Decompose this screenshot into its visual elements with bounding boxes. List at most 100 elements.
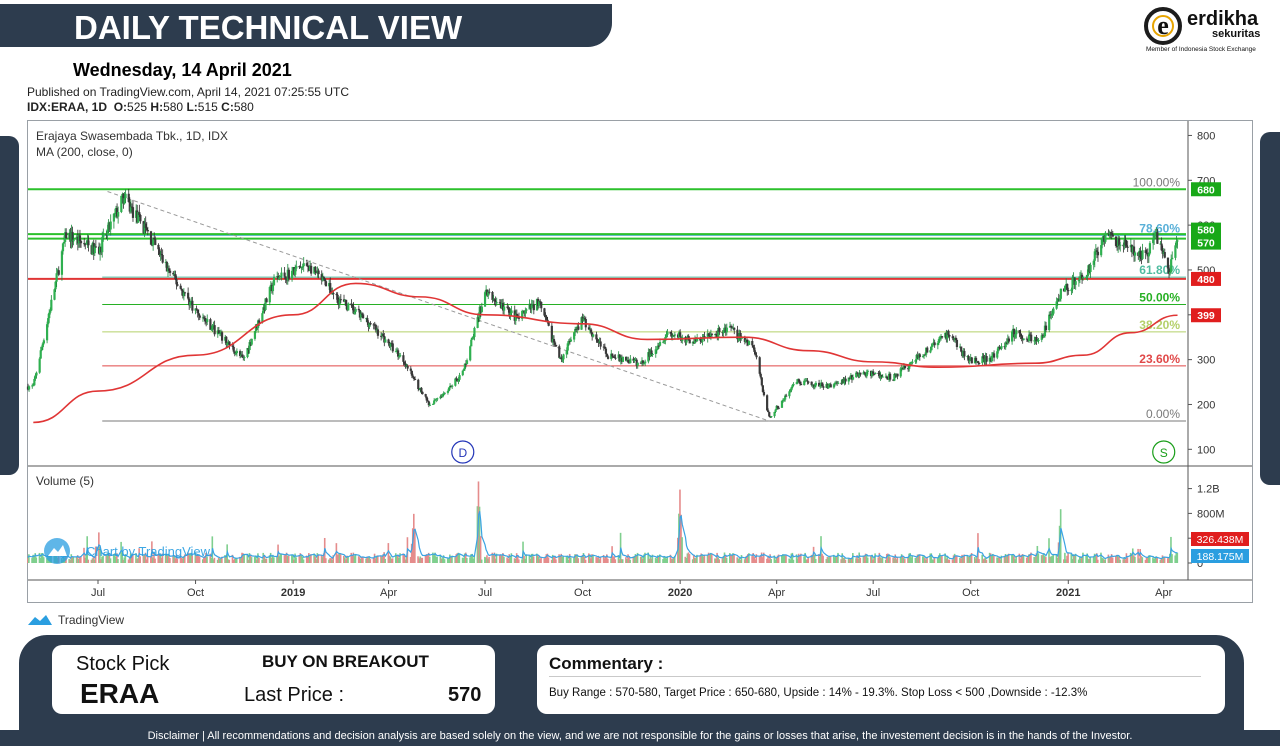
price-candle [53, 289, 56, 300]
price-candle [996, 351, 999, 358]
volume-bar [175, 555, 178, 563]
price-candle [470, 339, 473, 347]
price-tag-label: 480 [1197, 274, 1215, 286]
price-candle [1022, 338, 1025, 340]
volume-bar [436, 556, 438, 563]
tradingview-footer[interactable]: TradingView [26, 613, 124, 627]
price-candle [283, 272, 286, 277]
volume-bar [926, 556, 928, 563]
event-marker-label: D [458, 446, 467, 460]
price-candle [699, 337, 702, 341]
y-tick-label: 100 [1197, 444, 1215, 456]
volume-bar [414, 528, 416, 563]
volume-bar [492, 555, 495, 563]
price-candle [613, 356, 616, 358]
price-candle [858, 372, 861, 377]
volume-bar [532, 556, 535, 563]
price-candle [225, 336, 228, 345]
volume-bar [261, 559, 263, 563]
price-candle [758, 357, 761, 374]
volume-bar [1086, 553, 1088, 563]
volume-bar [428, 556, 431, 563]
price-candle [896, 373, 899, 377]
volume-bar [108, 553, 111, 563]
volume-bar [517, 559, 520, 563]
volume-bar [997, 557, 999, 563]
price-candle [1174, 245, 1177, 258]
price-candle [310, 265, 313, 274]
volume-bar [417, 556, 419, 563]
price-candle [1033, 340, 1036, 342]
volume-bar [558, 554, 560, 563]
price-candle [317, 270, 320, 275]
volume-bar [1140, 556, 1143, 563]
price-candle [491, 292, 494, 300]
volume-bar [852, 553, 854, 563]
volume-bar [715, 558, 717, 563]
price-candle [1066, 283, 1069, 291]
chart-title: Erajaya Swasembada Tbk., 1D, IDX [36, 129, 228, 143]
logo-member-text: Member of Indonesia Stock Exchange [1146, 46, 1256, 53]
volume-bar [1108, 557, 1111, 563]
event-marker-label: S [1160, 446, 1168, 460]
volume-bar [345, 559, 347, 563]
price-candle [930, 346, 933, 351]
volume-bar [961, 554, 963, 563]
price-candle [182, 292, 185, 296]
price-candle [498, 302, 501, 304]
volume-bar [1123, 557, 1126, 563]
volume-bar [388, 555, 391, 563]
volume-bar [656, 555, 659, 563]
price-candle [39, 350, 42, 359]
volume-bar [425, 554, 428, 563]
volume-bar [903, 559, 906, 563]
price-candle [149, 231, 153, 245]
volume-bar [449, 554, 451, 563]
price-candle [924, 354, 927, 356]
open-value: 525 [127, 100, 148, 114]
price-candle [79, 241, 83, 244]
volume-bar [34, 553, 37, 563]
price-candle [795, 382, 798, 385]
fib-level-label: 78.60% [1139, 221, 1180, 235]
price-candle [84, 244, 87, 246]
volume-bar [1085, 555, 1087, 563]
price-candle [138, 212, 141, 215]
price-candle [880, 374, 883, 377]
volume-bar [612, 556, 614, 563]
volume-bar [362, 556, 364, 563]
price-candle [345, 299, 348, 306]
volume-bar [688, 554, 691, 563]
price-candle [1077, 279, 1080, 282]
price-candle [250, 338, 253, 345]
volume-bar [310, 554, 312, 563]
volume-bar [804, 552, 806, 563]
price-candle [72, 239, 75, 242]
volume-bar [580, 557, 583, 563]
price-candle [1089, 264, 1092, 272]
volume-bar [528, 555, 531, 563]
volume-bar [169, 558, 171, 563]
volume-bar [1021, 554, 1024, 563]
price-candle [369, 322, 372, 325]
volume-bar [1033, 557, 1035, 563]
volume-bar [503, 556, 505, 563]
volume-bar [784, 554, 786, 563]
price-candle [832, 384, 836, 388]
x-tick-label: 2021 [1056, 587, 1080, 599]
volume-bar [744, 556, 747, 563]
price-candle [663, 340, 666, 342]
volume-bar [206, 556, 208, 563]
volume-bar [432, 552, 434, 563]
price-candle [174, 274, 177, 280]
price-candle [196, 309, 199, 314]
volume-bar [743, 559, 746, 563]
volume-bar [562, 556, 565, 563]
volume-bar [999, 559, 1002, 563]
volume-bar [552, 556, 555, 563]
x-tick-label: Jul [478, 587, 492, 599]
volume-bar [888, 554, 890, 563]
volume-bar [856, 555, 858, 563]
volume-bar [536, 553, 538, 563]
volume-bar [530, 553, 533, 563]
